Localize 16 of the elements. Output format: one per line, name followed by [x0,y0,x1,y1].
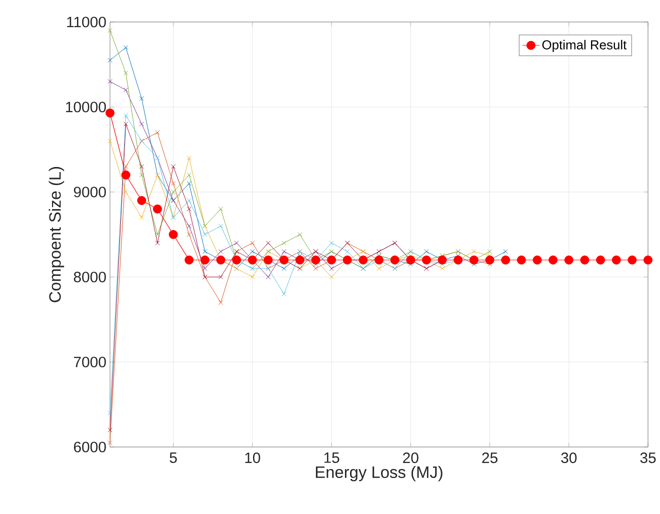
y-tick-label: 10000 [66,102,106,112]
y-tick-label: 8000 [74,272,106,282]
x-tick-label: 10 [245,452,260,464]
x-tick-label: 5 [170,452,177,463]
y-tick-label: 7000 [74,356,106,368]
x-tick-label: 25 [482,452,498,464]
y-tick-label: 9000 [74,186,106,198]
x-tick-label: 35 [640,452,656,464]
x-tick-label: 15 [324,452,340,463]
x-tick-label: 20 [403,452,418,464]
x-axis-title: Energy Loss (MJ) [316,466,442,482]
y-axis-title: Compoent Size (L) [48,167,64,302]
y-tick-label: 11000 [67,16,106,28]
legend-label: Optimal Result [542,40,627,52]
y-tick-label: 6000 [74,442,106,452]
x-tick-label: 30 [561,452,577,464]
